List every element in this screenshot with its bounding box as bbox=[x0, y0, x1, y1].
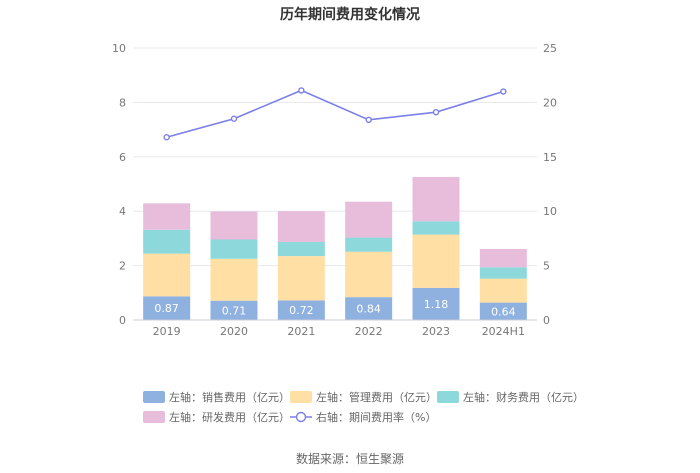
bar-segment bbox=[277, 256, 325, 301]
bar-value-label: 0.64 bbox=[491, 305, 516, 318]
left-axis-tick-label: 4 bbox=[119, 205, 126, 218]
bar-value-label: 1.18 bbox=[424, 298, 449, 311]
x-axis-tick-label: 2020 bbox=[220, 325, 248, 338]
legend-label: 左轴：管理费用（亿元） bbox=[316, 390, 437, 404]
right-axis-tick-label: 0 bbox=[543, 314, 550, 327]
gridlines bbox=[133, 47, 537, 267]
expense-rate-line bbox=[163, 87, 507, 141]
left-axis-tick-label: 10 bbox=[112, 42, 126, 55]
bar-value-label: 0.84 bbox=[356, 303, 381, 316]
bar-segment bbox=[479, 278, 527, 303]
left-axis-tick-label: 8 bbox=[119, 96, 126, 109]
left-axis-tick-label: 6 bbox=[119, 151, 126, 164]
bar-segment bbox=[412, 176, 460, 222]
bar-segment bbox=[479, 249, 527, 268]
bar-value-label: 0.87 bbox=[154, 302, 179, 315]
x-axis: 2019 2020 2021 2022 2023 2024H1 bbox=[133, 319, 537, 338]
expense-rate-series-line bbox=[166, 89, 504, 138]
legend-item: 左轴：研发费用（亿元） bbox=[143, 410, 290, 424]
bar-segment bbox=[210, 300, 258, 320]
right-axis-tick-label: 5 bbox=[543, 260, 550, 273]
legend-label: 右轴：期间费用率（%） bbox=[316, 410, 436, 424]
bar-segment bbox=[345, 297, 393, 320]
legend-item: 左轴：销售费用（亿元） bbox=[143, 390, 290, 404]
bar-segment bbox=[277, 300, 325, 320]
chart-title: 历年期间费用变化情况 bbox=[280, 7, 420, 23]
expense-rate-point bbox=[432, 108, 440, 116]
bar-segment bbox=[412, 221, 460, 235]
bar-segment bbox=[277, 241, 325, 257]
bar-segment bbox=[143, 229, 191, 254]
bar-segment bbox=[345, 201, 393, 238]
legend-item: 左轴：管理费用（亿元） bbox=[290, 390, 437, 404]
bar-segment bbox=[412, 287, 460, 320]
legend-label: 左轴：研发费用（亿元） bbox=[169, 410, 290, 424]
right-axis-tick-label: 20 bbox=[543, 96, 557, 109]
bar-segment bbox=[412, 234, 460, 288]
bar-segment bbox=[345, 251, 393, 298]
bar-value-labels: 0.87 0.71 0.72 0.84 1.18 0.64 bbox=[154, 298, 515, 318]
bar-segment bbox=[277, 211, 325, 242]
bar-segment bbox=[210, 211, 258, 240]
bar-segment bbox=[210, 239, 258, 259]
x-axis-tick-label: 2021 bbox=[287, 325, 315, 338]
bar-segment bbox=[210, 258, 258, 301]
bar-segment bbox=[143, 253, 191, 297]
expense-rate-point bbox=[500, 88, 507, 95]
data-source: 数据来源：恒生聚源 bbox=[295, 452, 404, 466]
expense-rate-point bbox=[163, 134, 170, 141]
expense-rate-point bbox=[298, 87, 305, 94]
legend-swatch bbox=[143, 411, 165, 423]
left-axis-tick-label: 2 bbox=[119, 260, 126, 273]
x-axis-tick-label: 2022 bbox=[355, 325, 383, 338]
bar-segment bbox=[143, 203, 191, 230]
right-axis-tick-label: 15 bbox=[543, 151, 557, 164]
legend-swatch bbox=[143, 391, 165, 403]
legend-label: 左轴：财务费用（亿元） bbox=[463, 390, 584, 404]
right-axis-tick-label: 10 bbox=[543, 205, 557, 218]
bar-segment bbox=[143, 296, 191, 320]
right-axis-tick-label: 25 bbox=[543, 42, 557, 55]
right-axis: 0 5 10 15 20 25 bbox=[543, 42, 557, 327]
legend-item: 左轴：财务费用（亿元） bbox=[437, 390, 584, 404]
legend-label: 左轴：销售费用（亿元） bbox=[169, 390, 290, 404]
bar-segment bbox=[479, 267, 527, 279]
bar-value-label: 0.72 bbox=[289, 304, 314, 317]
x-axis-tick-label: 2024H1 bbox=[482, 325, 525, 338]
bar-stacks bbox=[143, 176, 527, 320]
expense-rate-point bbox=[230, 115, 238, 122]
legend-line-marker bbox=[295, 411, 307, 423]
left-axis-tick-label: 0 bbox=[119, 314, 126, 327]
bar-segment bbox=[479, 302, 527, 320]
legend-swatch bbox=[290, 391, 312, 403]
bar-segment bbox=[345, 237, 393, 252]
legend-item: 右轴：期间费用率（%） bbox=[290, 410, 436, 424]
expense-rate-point bbox=[365, 116, 372, 124]
x-axis-tick-label: 2023 bbox=[422, 325, 450, 338]
left-axis: 0 2 4 6 8 10 bbox=[112, 42, 126, 327]
x-axis-tick-label: 2019 bbox=[153, 325, 181, 338]
bar-value-label: 0.71 bbox=[222, 304, 247, 317]
legend-swatch bbox=[437, 391, 459, 403]
legend: 左轴：销售费用（亿元） 左轴：管理费用（亿元） 左轴：财务费用（亿元） 左轴：研发费用… bbox=[143, 390, 584, 424]
